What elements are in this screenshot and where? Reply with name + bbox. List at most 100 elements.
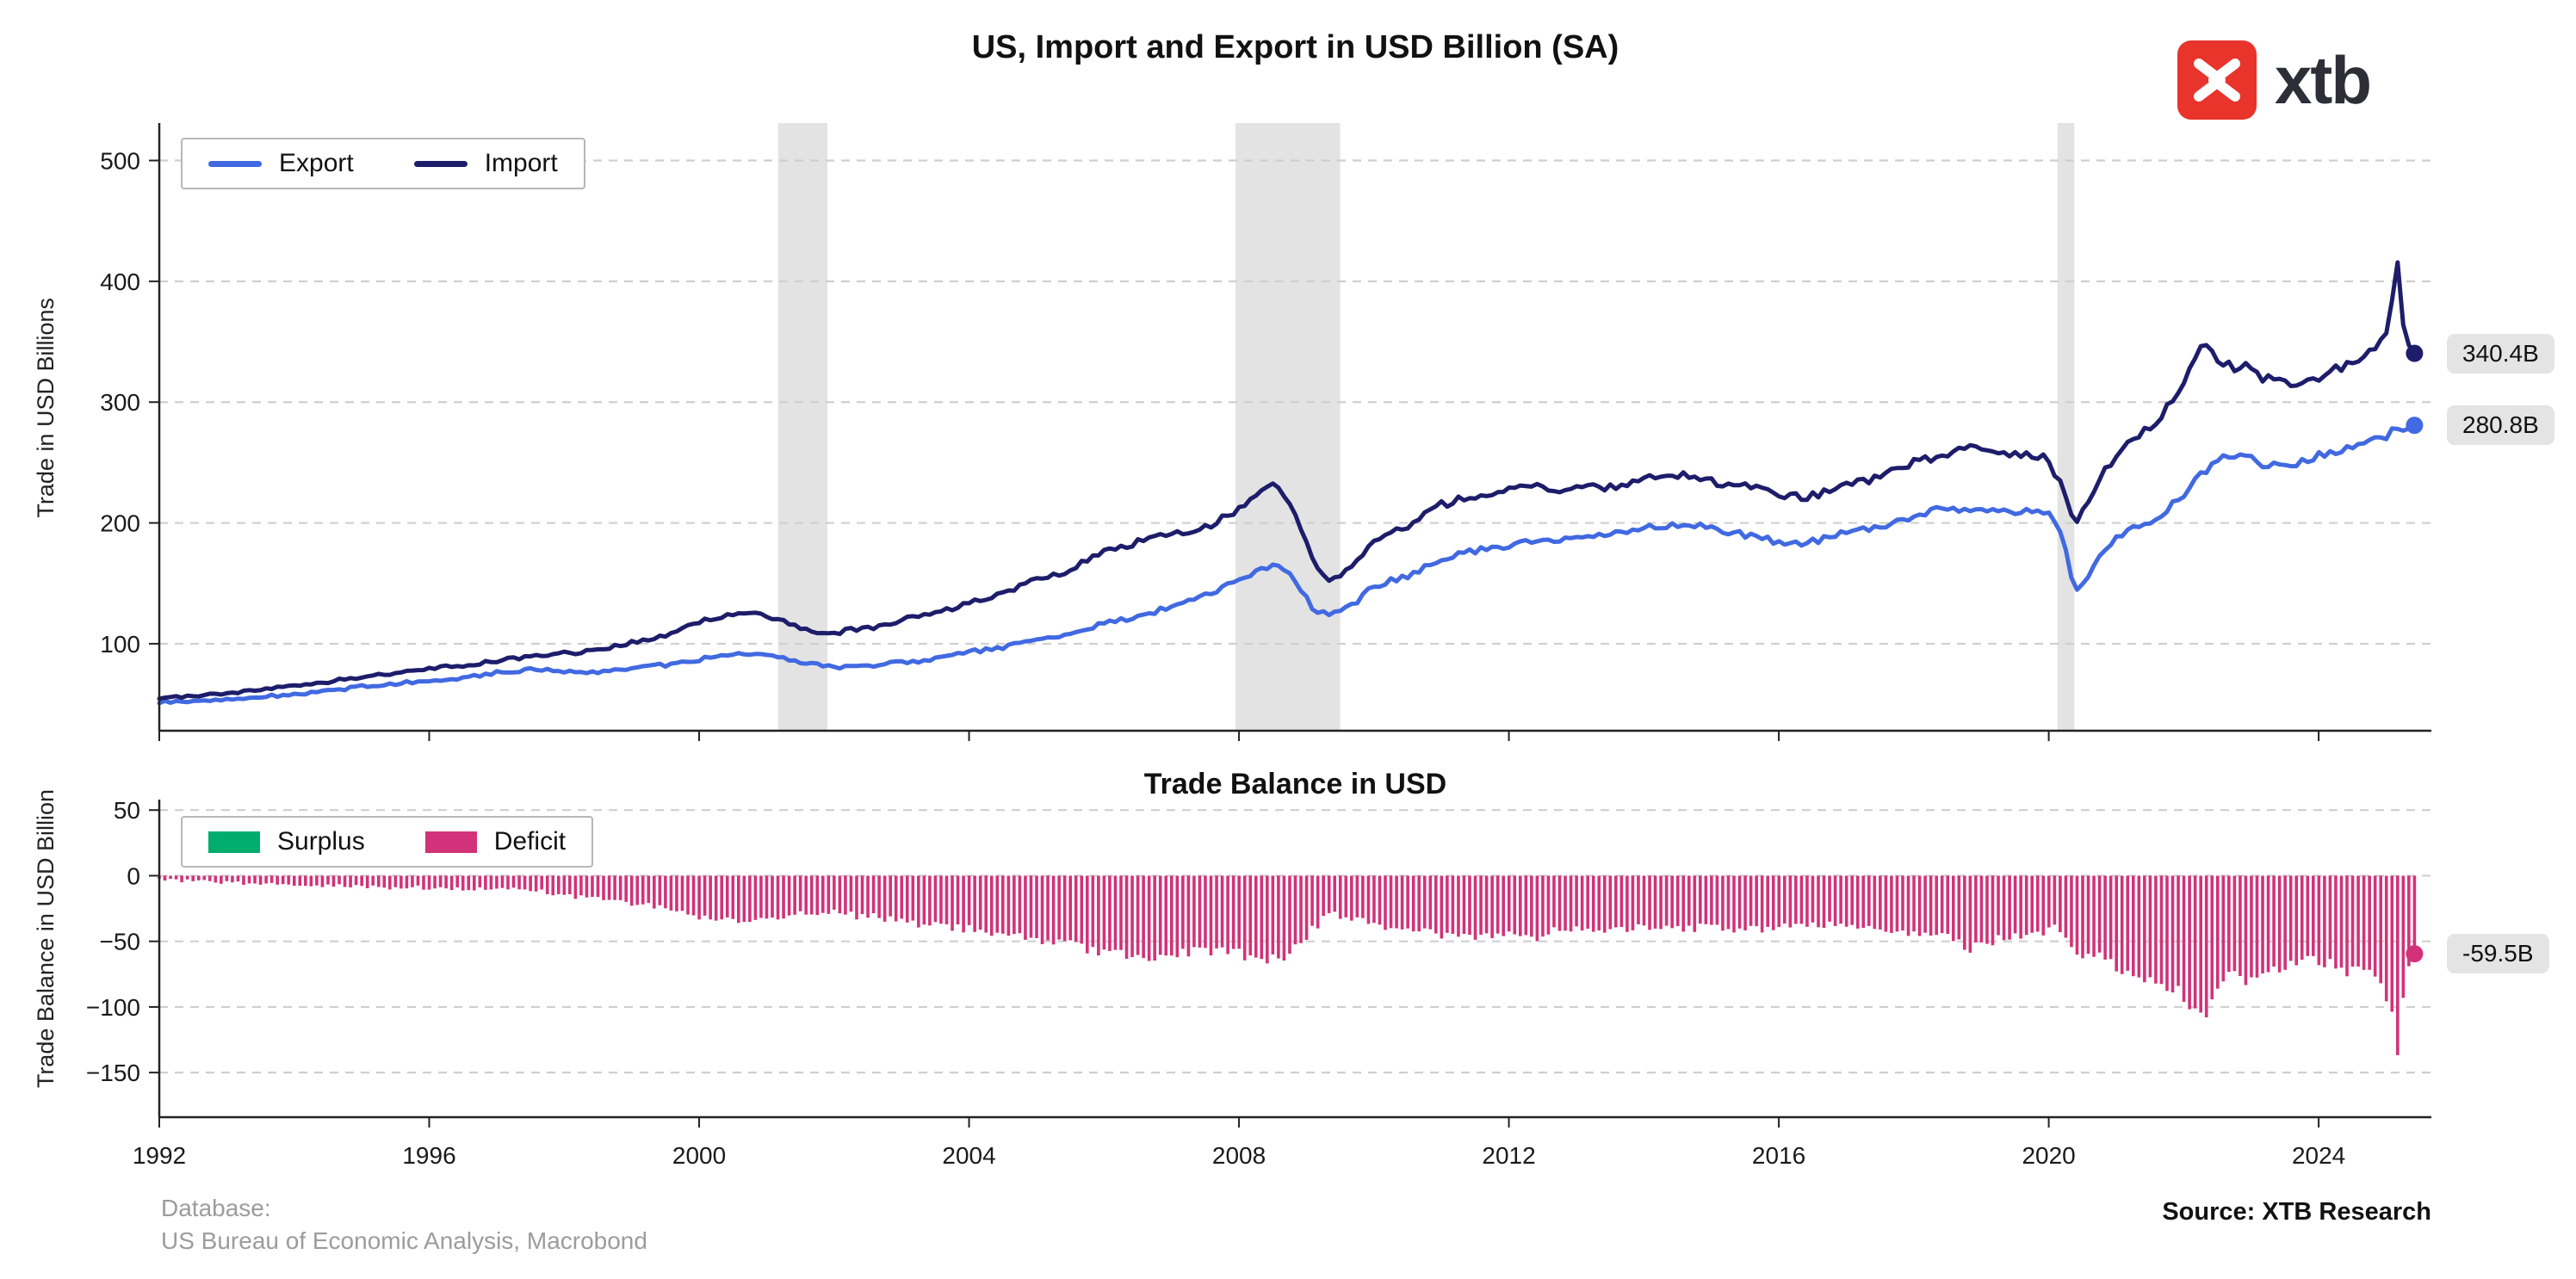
import-end-pill: 340.4B — [2447, 333, 2554, 374]
deficit-bar — [388, 875, 392, 890]
deficit-bar — [315, 875, 319, 886]
deficit-bar — [349, 875, 352, 888]
xtb-logo-text: xtb — [2275, 42, 2372, 118]
deficit-bar — [169, 875, 172, 880]
deficit-bar — [1277, 875, 1280, 959]
deficit-bar — [1204, 875, 1207, 948]
bottom-y-axis-label: Trade Balance in USD Billion — [33, 789, 59, 1089]
deficit-bar — [253, 875, 257, 884]
deficit-bar — [236, 875, 240, 882]
deficit-bar — [1979, 875, 1984, 942]
deficit-bar — [1524, 875, 1528, 936]
deficit-bar — [1495, 875, 1500, 934]
deficit-bar — [1811, 875, 1815, 923]
deficit-bar — [680, 875, 684, 911]
deficit-bar — [495, 875, 498, 889]
deficit-bar — [1974, 875, 1978, 942]
deficit-bar — [1828, 875, 1831, 922]
deficit-bar — [776, 875, 780, 920]
bottom-y-tick-label: 50 — [114, 797, 140, 824]
deficit-bar — [1625, 875, 1629, 932]
deficit-bar — [787, 875, 791, 916]
deficit-bar — [1895, 875, 1899, 932]
deficit-bar — [1242, 875, 1247, 961]
deficit-bar — [793, 875, 796, 915]
deficit-bar — [1597, 875, 1601, 931]
x-tick-label: 2016 — [1752, 1142, 1805, 1169]
deficit-bar — [2277, 875, 2282, 973]
deficit-bar — [591, 875, 594, 898]
deficit-bar — [281, 875, 285, 885]
deficit-bar — [438, 875, 443, 887]
deficit-bar — [573, 875, 578, 899]
deficit-bar — [1710, 875, 1713, 925]
deficit-bar — [995, 875, 1000, 933]
bottom-y-tick-label: 0 — [127, 862, 140, 889]
deficit-bar — [1282, 875, 1286, 961]
deficit-bar — [725, 875, 729, 918]
deficit-bar — [771, 875, 774, 918]
deficit-bar — [1699, 875, 1702, 924]
deficit-bar — [731, 875, 735, 919]
deficit-bar — [1462, 875, 1466, 935]
export-legend-label: Export — [279, 149, 354, 177]
deficit-bar — [231, 875, 234, 883]
deficit-bar — [1901, 875, 1904, 931]
deficit-bar — [427, 875, 431, 890]
deficit-bar — [365, 875, 369, 889]
import-end-dot — [2406, 344, 2424, 362]
deficit-bar — [2407, 875, 2411, 967]
deficit-bar — [1737, 875, 1742, 929]
deficit-bar — [422, 875, 425, 890]
deficit-bar — [1086, 875, 1089, 954]
deficit-bar — [658, 875, 662, 905]
deficit-bar — [371, 875, 375, 886]
deficit-bar — [1929, 875, 1933, 936]
deficit-bar — [568, 875, 572, 894]
deficit-bar — [675, 875, 678, 911]
bottom-y-tick-label: −150 — [86, 1060, 140, 1086]
deficit-bar — [2215, 875, 2220, 989]
deficit-bar — [1446, 875, 1449, 933]
top-y-tick-label: 500 — [100, 148, 140, 175]
deficit-bar — [202, 875, 207, 880]
deficit-bar — [833, 875, 836, 910]
deficit-bar — [196, 875, 201, 880]
import-line — [157, 260, 2417, 701]
deficit-bar — [928, 875, 932, 926]
deficit-bar — [473, 875, 476, 891]
deficit-bar — [2053, 875, 2057, 925]
deficit-bar — [2081, 875, 2084, 959]
deficit-bar — [185, 875, 189, 880]
deficit-bar — [1266, 875, 1269, 964]
deficit-bar — [2250, 875, 2253, 978]
deficit-bar — [2255, 875, 2259, 978]
deficit-bar — [455, 875, 460, 888]
deficit-bar — [1220, 875, 1224, 948]
deficit-bar — [1400, 875, 1404, 930]
deficit-bar — [1721, 875, 1725, 931]
deficit-bar — [1546, 875, 1551, 935]
top-chart-title: US, Import and Export in USD Billion (SA… — [971, 29, 1619, 65]
deficit-bar — [967, 875, 971, 925]
legend-item-import: Import — [413, 149, 558, 178]
deficit-bar — [540, 875, 543, 890]
deficit-bar — [911, 875, 915, 921]
deficit-bar — [225, 875, 229, 881]
deficit-bar — [1935, 875, 1938, 936]
deficit-bar — [1957, 875, 1961, 940]
deficit-bar — [1906, 875, 1910, 936]
deficit-bar — [191, 875, 195, 881]
deficit-bar — [1226, 875, 1229, 955]
deficit-bar — [2345, 875, 2349, 977]
source-credit: Source: XTB Research — [2162, 1198, 2431, 1226]
deficit-bar — [2103, 875, 2107, 960]
deficit-bar — [1389, 875, 1393, 929]
x-tick-label: 2004 — [942, 1142, 995, 1169]
deficit-bar — [1316, 875, 1320, 929]
deficit-bar — [1417, 875, 1421, 932]
deficit-bar — [939, 875, 943, 924]
deficit-bar — [1001, 875, 1005, 934]
deficit-bar — [1552, 875, 1556, 928]
